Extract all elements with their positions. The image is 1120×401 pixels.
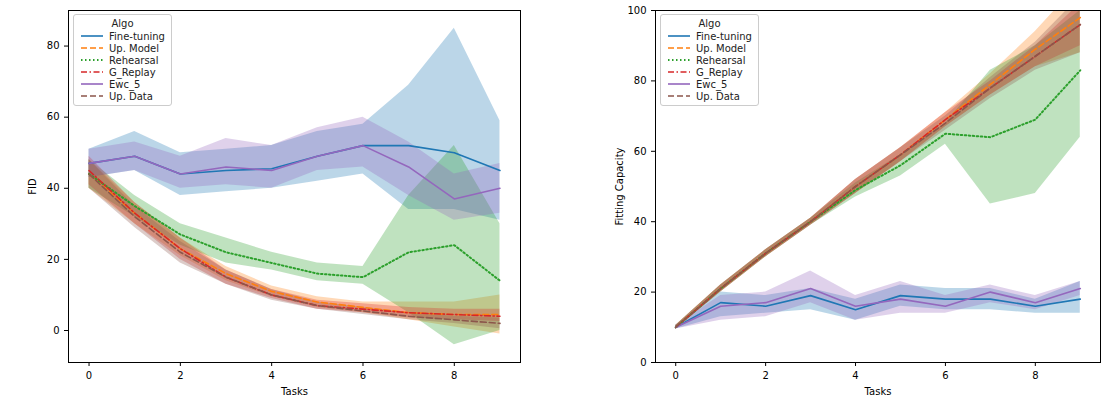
svg-text:6: 6 <box>360 370 366 381</box>
svg-text:6: 6 <box>942 370 948 381</box>
svg-text:0: 0 <box>86 370 92 381</box>
svg-text:0: 0 <box>673 370 679 381</box>
html-text:Ewc_5: Ewc_5 <box>109 78 141 90</box>
svg-text:4: 4 <box>852 370 858 381</box>
html-text:Up. Model: Up. Model <box>109 42 160 54</box>
svg-text:Tasks: Tasks <box>280 386 308 397</box>
svg-text:60: 60 <box>634 146 647 157</box>
html-text:Rehearsal: Rehearsal <box>109 54 159 66</box>
html-text:Algo: Algo <box>698 18 721 29</box>
svg-text:40: 40 <box>634 216 647 227</box>
svg-text:20: 20 <box>634 286 647 297</box>
svg-text:Tasks: Tasks <box>864 386 892 397</box>
html-text:Up. Data: Up. Data <box>109 90 153 102</box>
svg-text:8: 8 <box>451 370 457 381</box>
svg-text:80: 80 <box>47 40 60 51</box>
svg-text:FID: FID <box>27 178 38 195</box>
html-text:Algo: Algo <box>111 18 134 29</box>
svg-text:0: 0 <box>640 357 646 368</box>
html-text:Up. Data: Up. Data <box>696 90 740 102</box>
html-text:Rehearsal: Rehearsal <box>696 54 746 66</box>
svg-text:80: 80 <box>634 75 647 86</box>
svg-text:40: 40 <box>47 182 60 193</box>
html-text:G_Replay: G_Replay <box>696 66 743 78</box>
svg-text:2: 2 <box>762 370 768 381</box>
html-text:Up. Model: Up. Model <box>696 42 747 54</box>
svg-text:2: 2 <box>177 370 183 381</box>
svg-text:4: 4 <box>268 370 274 381</box>
html-text:G_Replay: G_Replay <box>109 66 156 78</box>
svg-text:60: 60 <box>47 111 60 122</box>
svg-text:8: 8 <box>1032 370 1038 381</box>
html-text:Ewc_5: Ewc_5 <box>696 78 728 90</box>
svg-text:0: 0 <box>53 325 59 336</box>
svg-text:20: 20 <box>47 254 60 265</box>
svg-text:Fitting Capacity: Fitting Capacity <box>614 147 625 225</box>
html-text:Fine-tuning: Fine-tuning <box>109 30 165 42</box>
html-text:Fine-tuning: Fine-tuning <box>696 30 752 42</box>
svg-text:100: 100 <box>627 5 646 16</box>
